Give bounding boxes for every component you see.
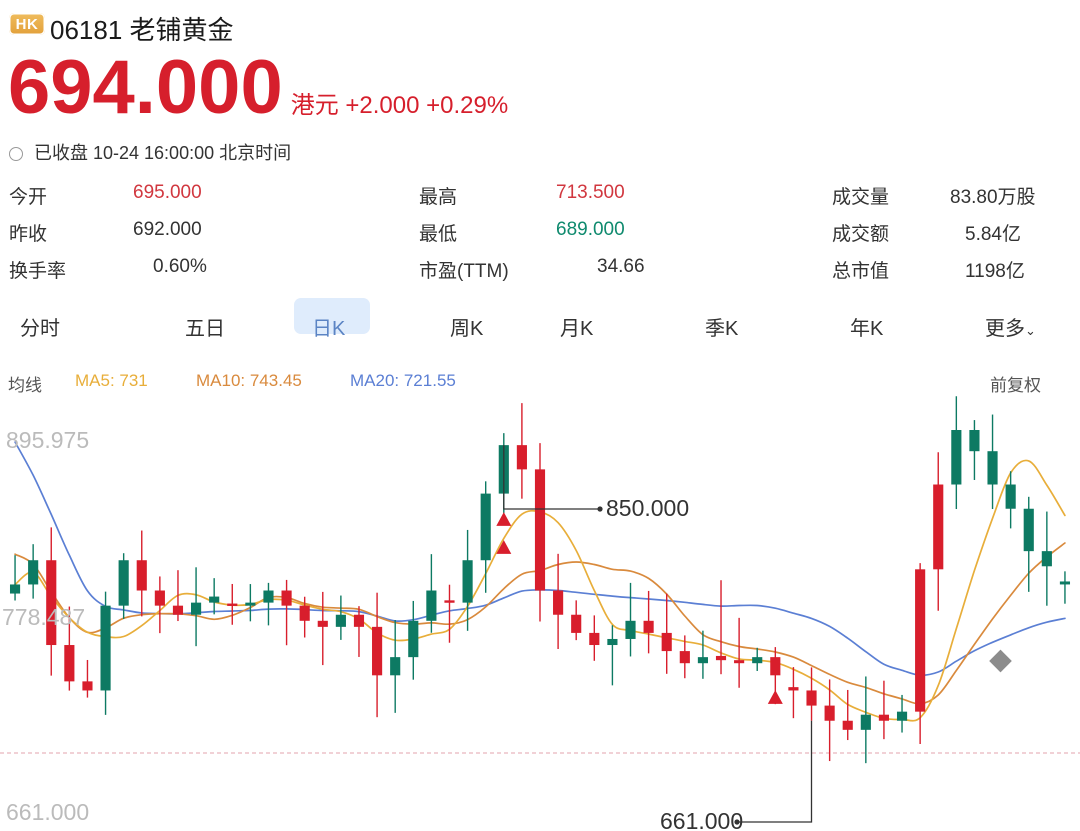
svg-text:850.000: 850.000 xyxy=(606,495,689,521)
svg-text:661.000: 661.000 xyxy=(6,799,89,825)
svg-text:661.000: 661.000 xyxy=(660,808,743,831)
svg-text:895.975: 895.975 xyxy=(6,427,89,453)
svg-text:778.487: 778.487 xyxy=(2,604,85,630)
